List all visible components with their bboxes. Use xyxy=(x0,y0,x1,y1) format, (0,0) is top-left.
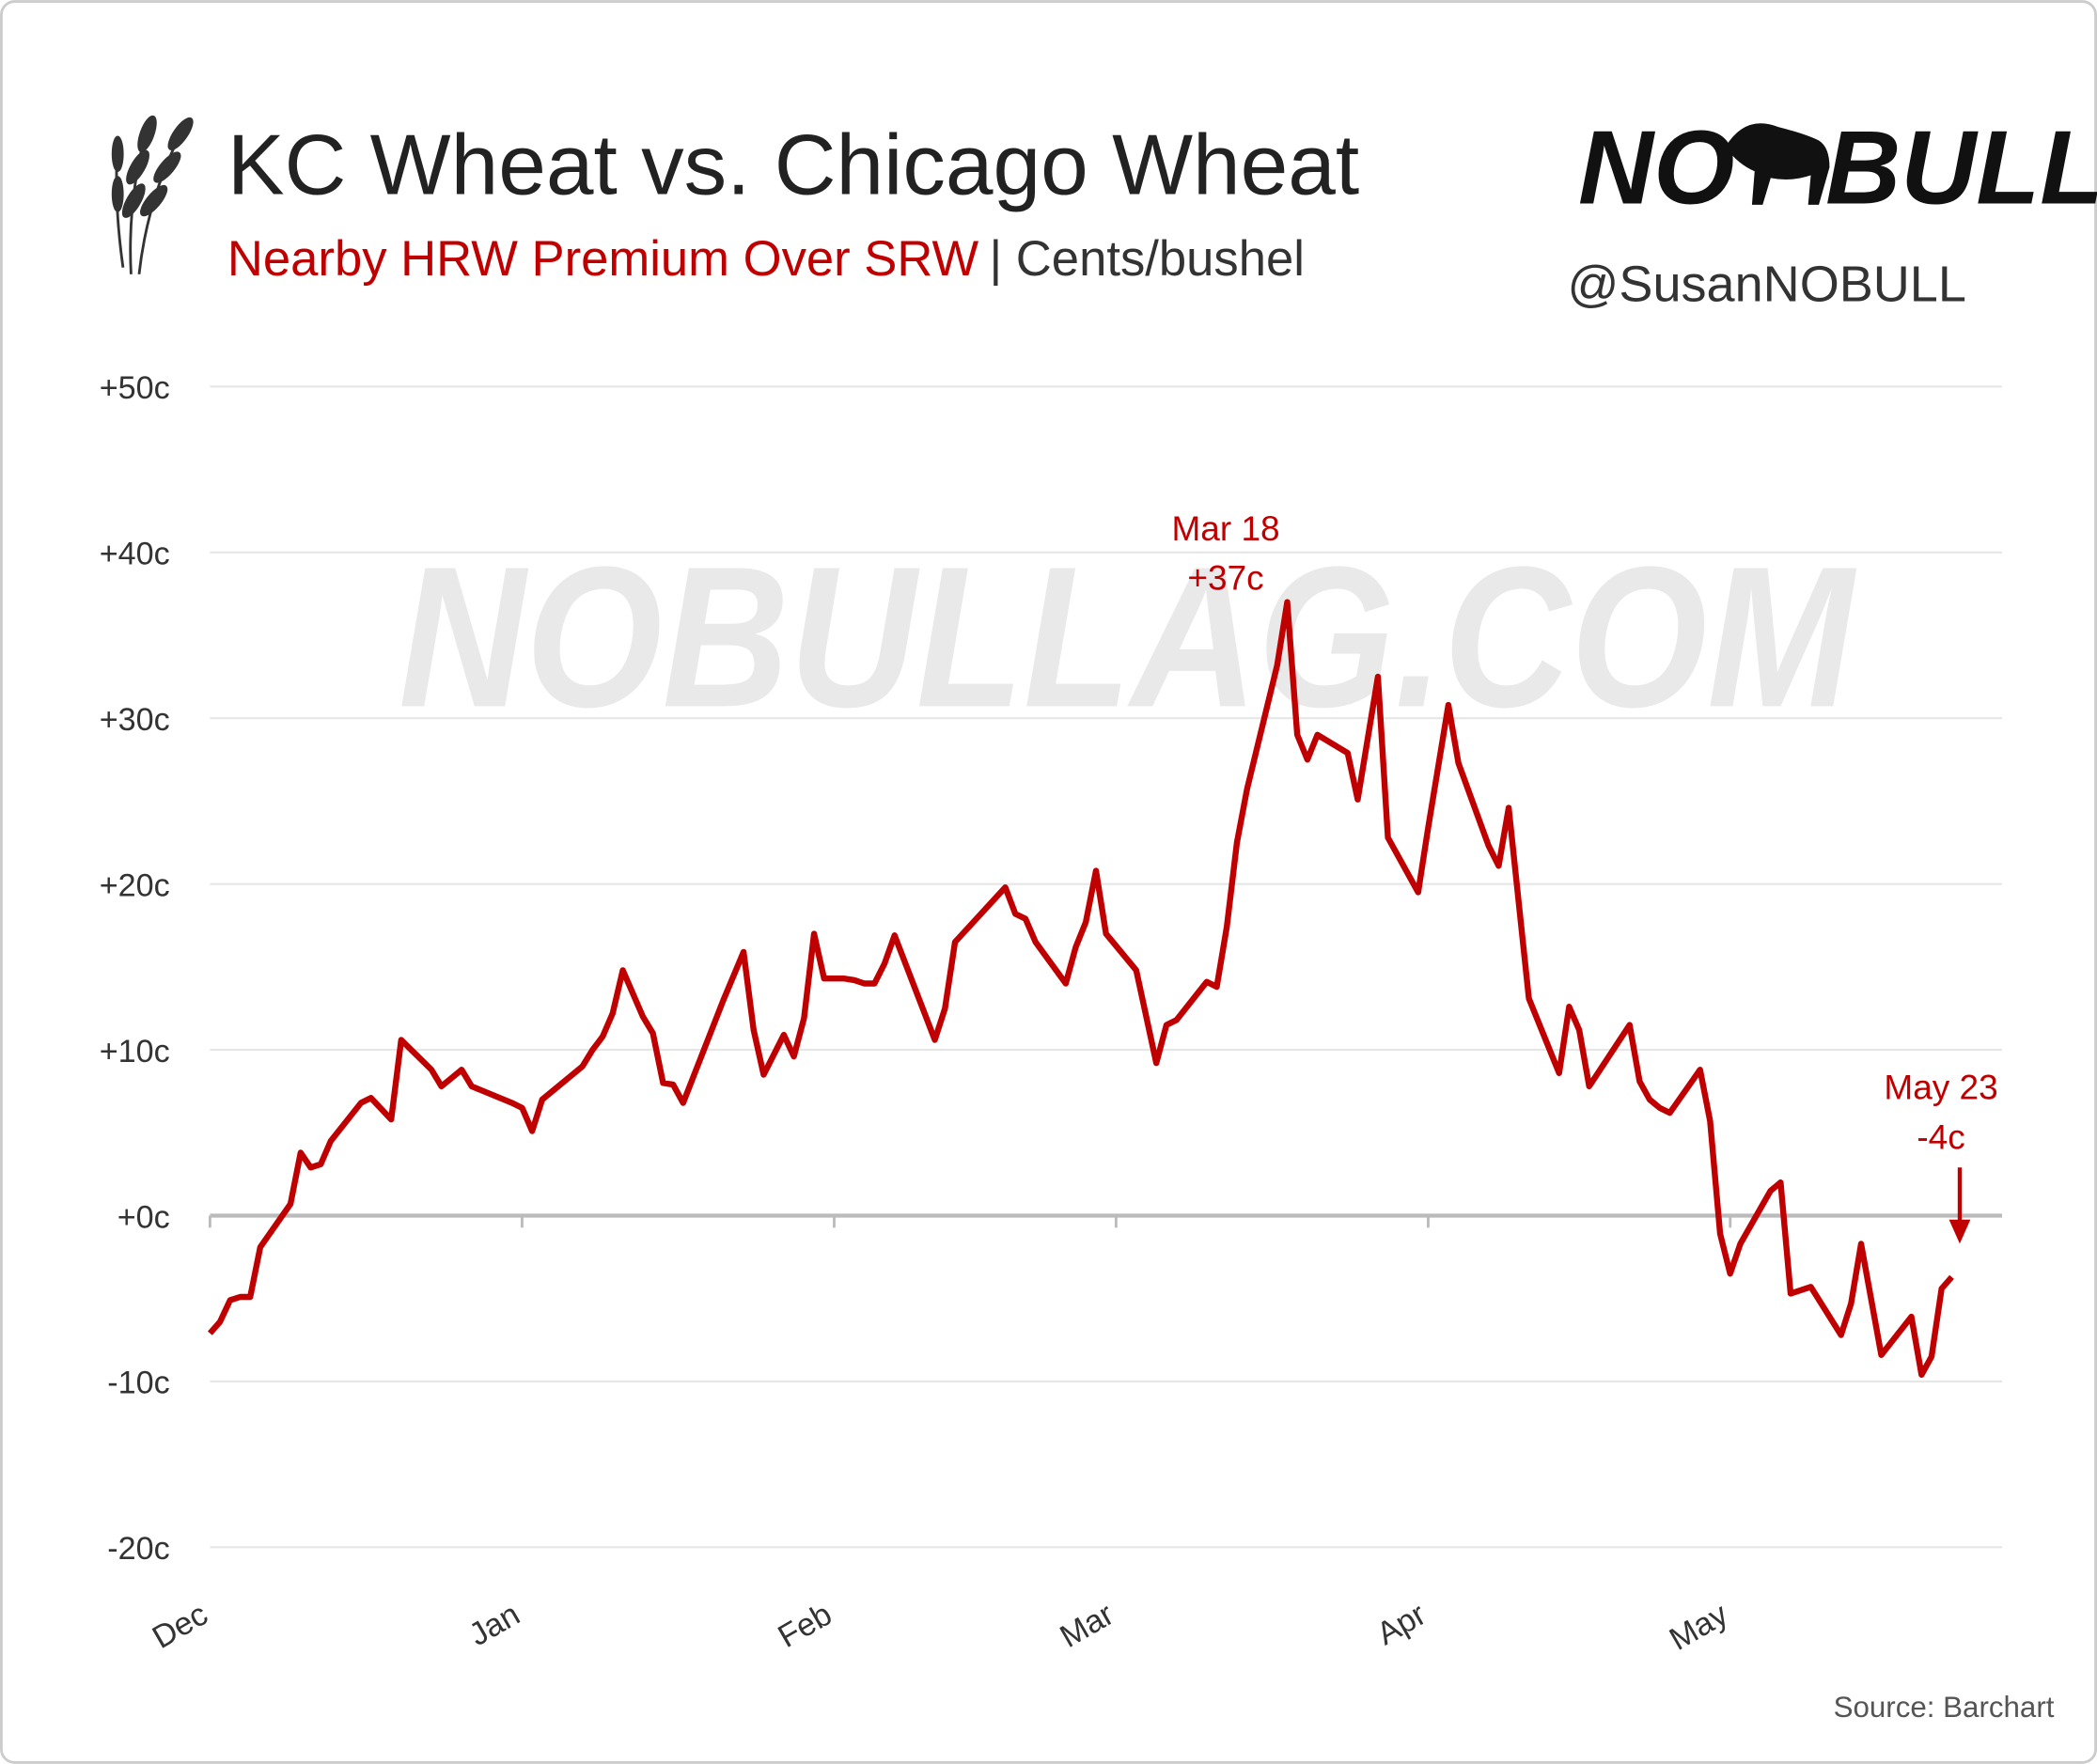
logo-left: NO xyxy=(1578,109,1734,226)
source: Source: Barchart xyxy=(1834,1691,2055,1724)
annotation: +37c xyxy=(1187,559,1263,598)
y-tick-label: +20c xyxy=(100,867,170,903)
wheat-icon xyxy=(111,115,194,274)
subtitle: Nearby HRW Premium Over SRW | Cents/bushe… xyxy=(227,231,1305,287)
chart-title: KC Wheat vs. Chicago Wheat xyxy=(227,117,1359,212)
bull-icon xyxy=(1725,123,1830,205)
line xyxy=(207,599,1954,1379)
y-tick-label: -10c xyxy=(107,1366,169,1401)
watermark: NOBULLAG.COM xyxy=(399,525,1857,749)
logo-right: BULL xyxy=(1825,109,2097,226)
arrow-head xyxy=(1948,1219,1971,1244)
y-tick-label: +40c xyxy=(100,537,170,572)
y-tick-label: +10c xyxy=(100,1034,170,1069)
y-tick-label: +50c xyxy=(100,370,170,406)
subtitle-unit: | Cents/bushel xyxy=(990,231,1305,287)
y-tick-label: -20c xyxy=(107,1531,169,1567)
subtitle-main: Nearby HRW Premium Over SRW xyxy=(227,231,979,287)
annotation: May 23 xyxy=(1884,1069,1997,1107)
annotation: Mar 18 xyxy=(1171,509,1279,548)
y-tick-label: +0c xyxy=(117,1199,170,1235)
handle: @SusanNOBULL xyxy=(1568,256,1966,312)
annotation: -4c xyxy=(1917,1117,1964,1156)
y-tick-label: +30c xyxy=(100,702,170,738)
